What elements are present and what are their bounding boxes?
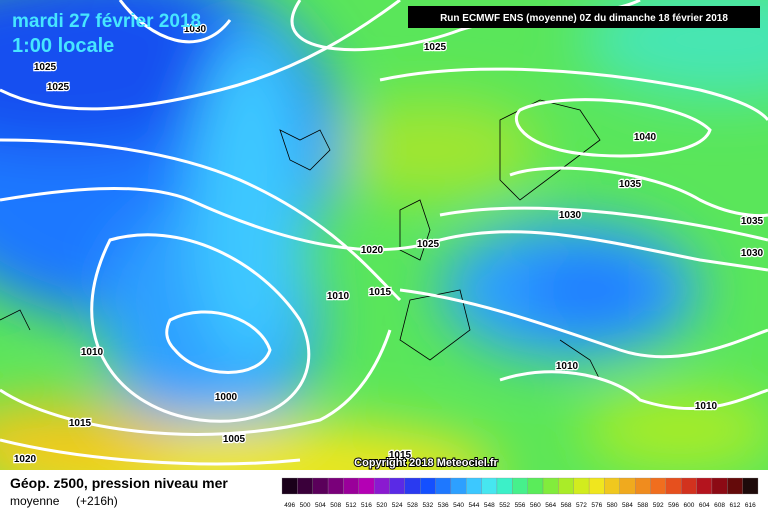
isobar-label: 1030 (741, 248, 764, 259)
colorbar: 496 500 504 508 512 516 520 524 528 532 536 540 544 5… (281, 477, 759, 509)
footer-title: Géop. z500, pression niveau mer (10, 475, 228, 491)
isobar-label: 1005 (223, 434, 246, 445)
isobar-label: 1010 (695, 401, 718, 412)
colorbar-cell (404, 477, 421, 495)
colorbar-label: 596 (668, 502, 679, 509)
footer-lead: (+216h) (76, 494, 118, 508)
colorbar-label: 568 (561, 502, 572, 509)
colorbar-cell (696, 477, 713, 495)
colorbar-cell (527, 477, 544, 495)
colorbar-label: 572 (576, 502, 587, 509)
colorbar-cell (435, 477, 452, 495)
footer-subtitle: moyenne (10, 494, 60, 508)
run-box (408, 6, 760, 28)
colorbar-cell (327, 477, 344, 495)
isobar-label: 1010 (556, 361, 579, 372)
colorbar-label: 556 (515, 502, 526, 509)
colorbar-cell (281, 477, 298, 495)
isobar-label: 1020 (14, 454, 37, 465)
colorbar-label: 548 (484, 502, 495, 509)
colorbar-cell (481, 477, 498, 495)
colorbar-label: 604 (699, 502, 710, 509)
colorbar-cell (588, 477, 605, 495)
colorbar-label: 540 (453, 502, 464, 509)
colorbar-cell (542, 477, 559, 495)
colorbar-cell (373, 477, 390, 495)
colorbar-label: 512 (346, 502, 357, 509)
colorbar-label: 504 (315, 502, 326, 509)
colorbar-cell (466, 477, 482, 495)
colorbar-label: 508 (330, 502, 341, 509)
isobar-label: 1015 (369, 287, 392, 298)
run-info: Run ECMWF ENS (moyenne) 0Z du dimanche 1… (440, 13, 728, 24)
colorbar-cell (650, 477, 667, 495)
colorbar-label: 520 (376, 502, 387, 509)
colorbar-label: 544 (469, 502, 480, 509)
map-date: mardi 27 février 2018 (12, 11, 201, 32)
colorbar-cell (573, 477, 590, 495)
colorbar-cell (619, 477, 636, 495)
colorbar-label: 584 (622, 502, 633, 509)
isobar-label: 1025 (417, 239, 440, 250)
colorbar-cell (450, 477, 467, 495)
colorbar-label: 552 (499, 502, 510, 509)
colorbar-label: 500 (300, 502, 311, 509)
colorbar-label: 592 (653, 502, 664, 509)
colorbar-label: 600 (683, 502, 694, 509)
isobar-label: 1015 (389, 450, 412, 461)
colorbar-cell (343, 477, 359, 495)
isobar-label: 1035 (619, 179, 642, 190)
colorbar-cell (297, 477, 313, 495)
isobar-label: 1030 (559, 210, 582, 221)
colorbar-label: 608 (714, 502, 725, 509)
colorbar-cell (665, 477, 682, 495)
colorbar-cell (635, 477, 651, 495)
isobars (0, 0, 768, 466)
colorbar-cell (681, 477, 697, 495)
colorbar-label: 616 (745, 502, 756, 509)
colorbar-cell (727, 477, 743, 495)
colorbar-label: 564 (545, 502, 556, 509)
isobar-label: 1025 (424, 42, 447, 53)
isobar-label: 1010 (327, 291, 350, 302)
isobar-label: 1030 (184, 24, 207, 35)
isobar-label: 1010 (81, 347, 104, 358)
colorbar-label: 524 (392, 502, 403, 509)
isobar-label: 1025 (34, 62, 57, 73)
isobar-label: 1015 (69, 418, 92, 429)
colorbar-label: 532 (422, 502, 433, 509)
isobar-label: 1040 (634, 132, 657, 143)
colorbar-cell (512, 477, 528, 495)
colorbar-label: 516 (361, 502, 372, 509)
copyright: Copyright 2018 Meteociel.fr (354, 457, 498, 469)
isobar-label: 1035 (741, 216, 764, 227)
colorbar-label: 588 (637, 502, 648, 509)
colorbar-label: 528 (407, 502, 418, 509)
colorbar-cell (496, 477, 513, 495)
isobar-labels: 1030 1025 1025 1025 1040 1035 1030 1035 1030 1020… (13, 23, 765, 467)
colorbar-cell (389, 477, 405, 495)
local-time: 1:00 locale (12, 35, 114, 57)
isobar-label: 1000 (215, 392, 238, 403)
colorbar-label: 536 (438, 502, 449, 509)
colorbar-cell (312, 477, 329, 495)
colorbar-cell (604, 477, 620, 495)
colorbar-label: 496 (284, 502, 295, 509)
colorbar-label: 580 (607, 502, 618, 509)
colorbar-cell (711, 477, 728, 495)
colorbar-label: 576 (591, 502, 602, 509)
isobar-label: 1025 (47, 82, 70, 93)
colorbar-cell (558, 477, 574, 495)
colorbar-label: 560 (530, 502, 541, 509)
isobar-label: 1020 (361, 245, 384, 256)
colorbar-cell (358, 477, 375, 495)
colorbar-cell (420, 477, 436, 495)
colorbar-label: 612 (730, 502, 741, 509)
colorbar-cell (742, 477, 759, 495)
